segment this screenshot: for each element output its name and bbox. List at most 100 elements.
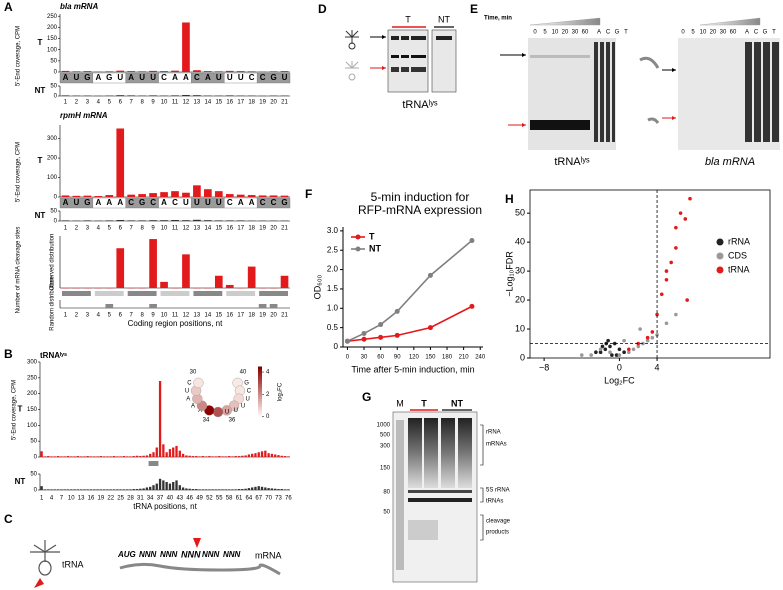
bar	[185, 488, 188, 490]
bar	[89, 489, 93, 490]
x-tick-label: 6	[119, 100, 123, 106]
bar	[93, 489, 96, 490]
y-tick-label: 100	[47, 47, 58, 53]
bar	[237, 456, 241, 457]
point	[683, 217, 688, 221]
bar	[218, 489, 221, 490]
axis-label: Time, min	[484, 16, 512, 22]
colorbar	[258, 396, 262, 400]
point	[655, 312, 659, 317]
bar	[254, 486, 257, 490]
bar	[160, 220, 168, 221]
lane-label: 10	[552, 30, 559, 36]
bar	[105, 304, 114, 308]
x-tick-label: 19	[259, 313, 266, 319]
y-tick-label: 2.0	[327, 265, 339, 274]
nucleotide: C	[150, 198, 156, 207]
bar	[244, 455, 247, 457]
bar	[73, 489, 76, 490]
bar	[99, 456, 103, 457]
colorbar	[258, 379, 262, 382]
bar	[116, 70, 125, 72]
y-tick-label: 10	[515, 323, 525, 333]
bar	[251, 453, 254, 457]
nucleotide: U	[246, 396, 250, 402]
colorbar-tick-label: 4	[266, 370, 270, 376]
nucleotide: U	[238, 73, 244, 82]
y-tick-label: 100	[27, 423, 38, 429]
bar	[40, 486, 43, 490]
bar	[283, 489, 287, 490]
bar	[132, 489, 135, 490]
point	[674, 225, 678, 230]
point	[598, 347, 603, 352]
bar	[269, 195, 278, 197]
x-tick-label: 21	[281, 313, 288, 319]
x-tick-label: 12	[183, 100, 190, 106]
bar	[152, 452, 155, 457]
point	[645, 338, 650, 343]
x-tick-label: 21	[281, 226, 288, 232]
bar	[267, 488, 270, 490]
bar	[126, 489, 129, 490]
point	[603, 347, 608, 352]
lane-label: 20	[710, 30, 717, 36]
x-tick-label: 150	[425, 355, 436, 361]
point	[469, 238, 475, 244]
bar	[247, 195, 256, 197]
bar	[277, 455, 280, 457]
x-tick-label: 16	[226, 100, 233, 106]
heat-cell	[212, 406, 224, 418]
position-label: 36	[229, 418, 236, 424]
x-tick-label: 9	[151, 226, 155, 232]
x-tick-label: 8	[140, 100, 144, 106]
x-tick-label: 20	[270, 226, 277, 232]
bar	[241, 455, 244, 457]
nucleotide: A	[249, 198, 255, 207]
lane-label: NT	[438, 14, 450, 24]
codon-box	[62, 291, 91, 296]
bar	[50, 456, 53, 457]
bar	[43, 456, 47, 457]
anticodon-box	[148, 461, 159, 466]
position-label: 40	[240, 370, 247, 376]
x-tick-label: 3	[86, 313, 90, 319]
bar	[160, 71, 168, 72]
annotation: tRNAs	[486, 499, 503, 505]
lane-label: G	[615, 30, 620, 36]
bar	[132, 456, 135, 457]
bar	[168, 449, 172, 457]
bar	[129, 489, 132, 490]
y-tick-label: 0	[34, 488, 38, 494]
bar	[94, 196, 103, 197]
nucleotide: C	[260, 73, 266, 82]
x-tick-label: 14	[205, 313, 212, 319]
bar	[231, 489, 234, 490]
bar	[214, 456, 218, 457]
bar	[175, 445, 178, 457]
bar	[105, 71, 114, 72]
y-tick-label: 3.0	[327, 226, 339, 235]
series-label: NT	[35, 211, 46, 220]
x-tick-label: 4	[50, 496, 54, 502]
y-tick-label: 200	[47, 25, 58, 31]
bar	[116, 220, 125, 221]
y-tick-label: 50	[50, 58, 57, 64]
x-tick-label: 180	[442, 355, 453, 361]
y-tick-label: 0	[54, 195, 58, 201]
nucleotide: A	[117, 198, 123, 207]
bar	[260, 451, 264, 457]
ladder-label: 1000	[377, 423, 391, 429]
x-tick-label: 1	[64, 313, 68, 319]
nucleotide: A	[186, 396, 190, 402]
legend-marker	[716, 238, 724, 246]
colorbar	[258, 389, 262, 392]
bar	[231, 456, 234, 457]
point	[469, 303, 475, 309]
line	[347, 239, 473, 342]
series-label: NT	[15, 477, 26, 486]
x-tick-label: 10	[68, 496, 75, 502]
x-tick-label: 1	[64, 100, 68, 106]
x-tick-label: 3	[86, 226, 90, 232]
point	[361, 336, 367, 342]
